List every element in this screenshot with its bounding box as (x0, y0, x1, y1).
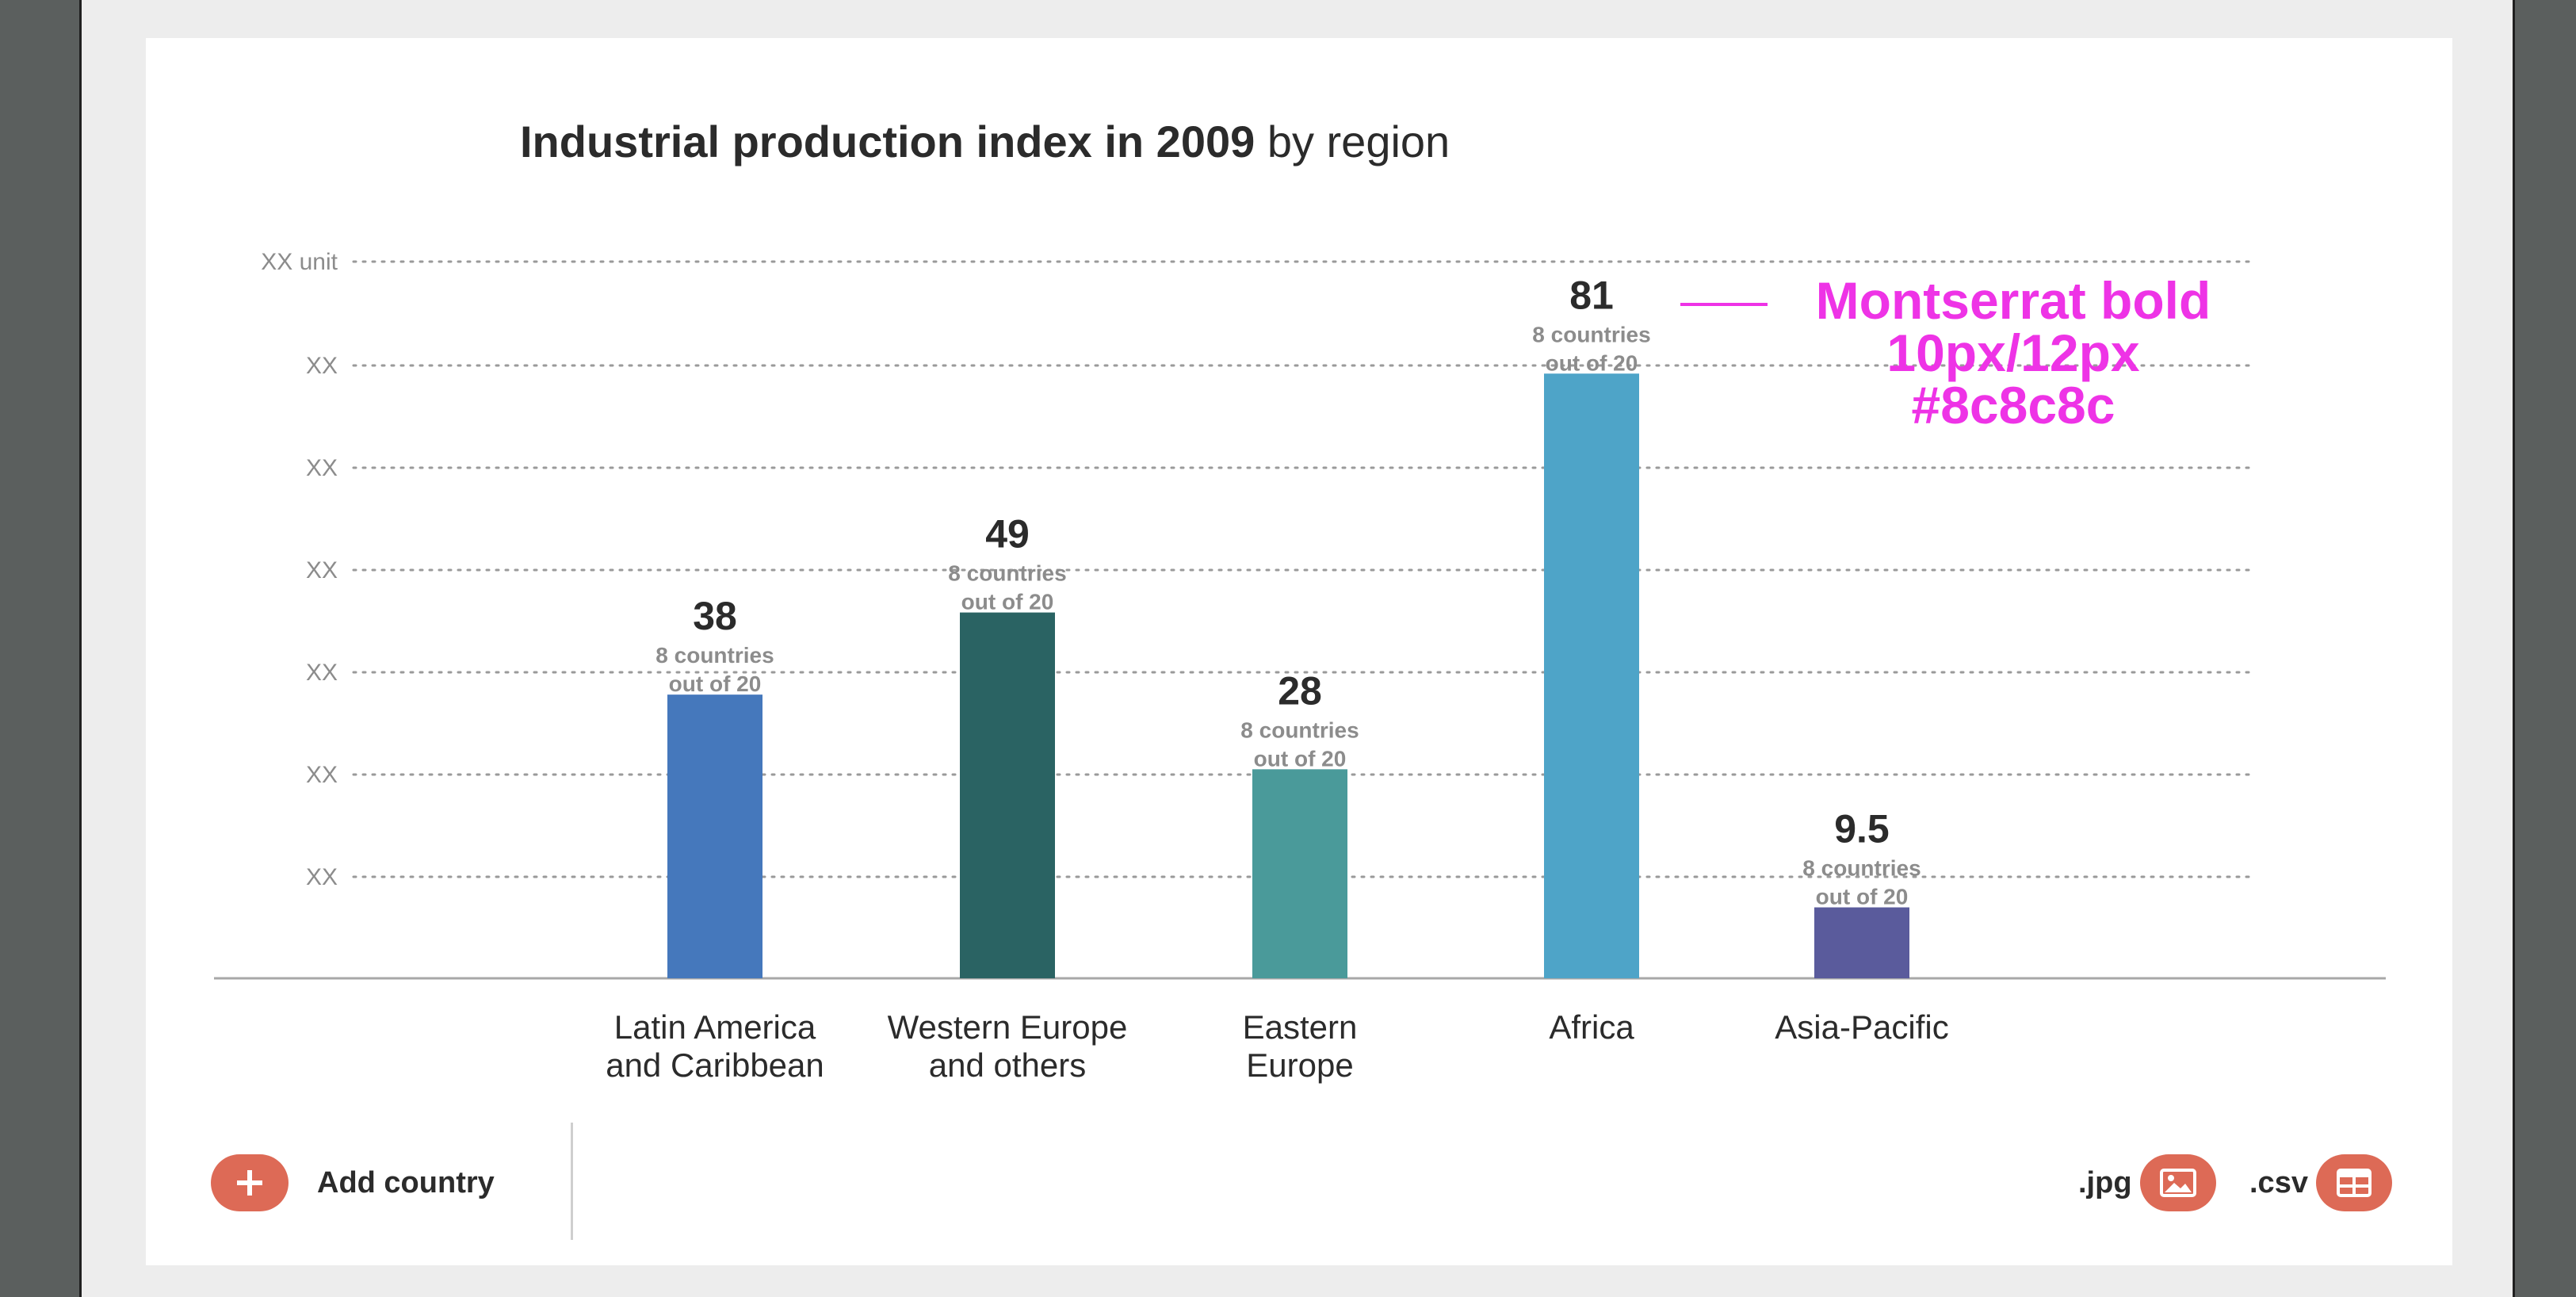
download-csv-button[interactable]: .csv (2249, 1154, 2392, 1211)
bar-sub-label: out of 20 (669, 671, 762, 696)
x-tick-label: Europe (1246, 1046, 1353, 1084)
jpg-label: .jpg (2078, 1165, 2132, 1199)
x-tick-label: and Caribbean (606, 1046, 824, 1084)
chart-title: Industrial production index in 2009 by r… (520, 116, 1450, 167)
y-tick-label: XX (306, 660, 338, 686)
x-tick-label: Eastern (1243, 1008, 1358, 1046)
font-annotation: Montserrat bold 10px/12px #8c8c8c (1783, 274, 2243, 431)
download-jpg-button[interactable]: .jpg (2078, 1154, 2216, 1211)
bar (1814, 907, 1909, 978)
y-tick-label: XX (306, 353, 338, 379)
csv-label: .csv (2249, 1165, 2308, 1199)
x-tick-label: Asia-Pacific (1775, 1008, 1948, 1046)
bar-sub-label: out of 20 (1816, 885, 1909, 909)
bar (960, 612, 1055, 978)
x-tick-label: and others (929, 1046, 1086, 1084)
control-divider (571, 1123, 573, 1240)
y-tick-label: XX (306, 455, 338, 481)
bar-sub-label: out of 20 (1254, 746, 1347, 771)
data-label: 38 (693, 594, 737, 638)
chart-card (146, 38, 2452, 1265)
add-button-circle[interactable] (211, 1154, 289, 1211)
bar (1544, 373, 1639, 978)
y-tick-label: XX (306, 864, 338, 890)
bar-sub-label: 8 countries (948, 561, 1066, 586)
data-label: 28 (1278, 668, 1322, 713)
plus-icon (237, 1170, 262, 1196)
bar-sub-label: out of 20 (961, 590, 1054, 614)
bar-sub-label: 8 countries (1532, 322, 1650, 346)
chart-subtitle: by region (1267, 117, 1450, 166)
bar-sub-label: out of 20 (1546, 350, 1638, 375)
add-country-button[interactable]: Add country (211, 1154, 495, 1211)
data-label: 81 (1569, 273, 1614, 317)
bar (1252, 769, 1347, 978)
annotation-line-size: 10px/12px (1886, 323, 2140, 382)
add-country-label: Add country (317, 1165, 495, 1199)
data-label: 49 (985, 512, 1030, 557)
x-tick-label: Western Europe (888, 1008, 1128, 1046)
bar-sub-label: 8 countries (655, 643, 774, 668)
bar (667, 694, 762, 978)
bar-sub-label: 8 countries (1240, 717, 1359, 742)
data-label: 9.5 (1834, 807, 1890, 851)
x-tick-label: Latin America (614, 1008, 816, 1046)
csv-button-circle[interactable] (2315, 1154, 2392, 1211)
annotation-line-font: Montserrat bold (1815, 271, 2211, 330)
frame-border-right (2513, 0, 2515, 1297)
y-tick-label: XX unit (261, 249, 338, 275)
jpg-button-circle[interactable] (2139, 1154, 2216, 1211)
image-icon (2159, 1169, 2196, 1197)
bar-sub-label: 8 countries (1802, 856, 1921, 881)
chart-title-main: Industrial production index in 2009 (520, 117, 1256, 166)
y-tick-label: XX (306, 557, 338, 583)
annotation-line-color: #8c8c8c (1911, 376, 2115, 434)
table-icon (2336, 1169, 2372, 1197)
x-tick-label: Africa (1549, 1008, 1634, 1046)
frame-border-left (79, 0, 82, 1297)
y-tick-label: XX (306, 762, 338, 788)
